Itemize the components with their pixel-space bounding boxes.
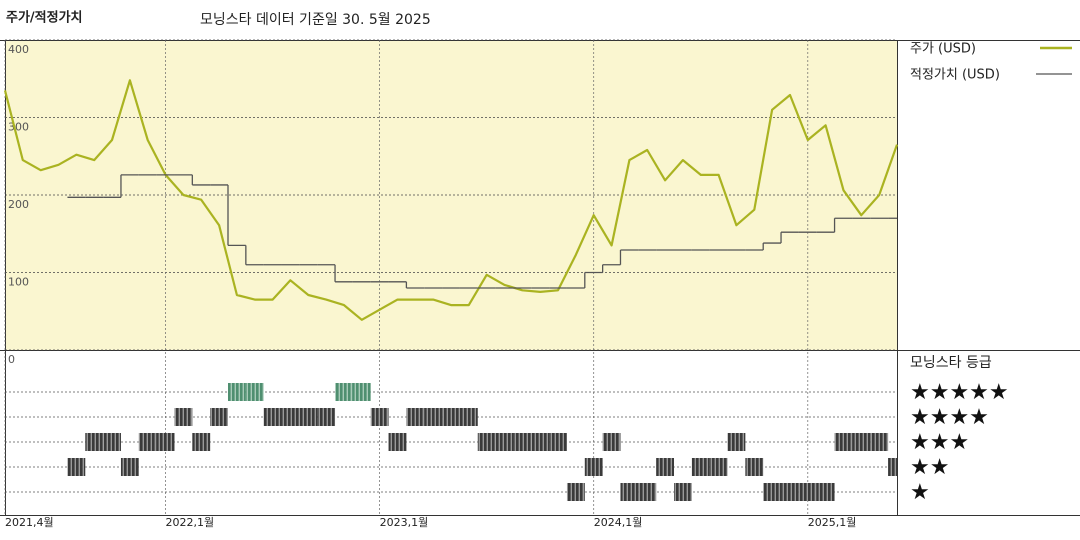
x-tick-label: 2022,1월	[166, 516, 215, 529]
y-tick-label: 0	[8, 353, 15, 366]
rating-bar	[549, 433, 567, 451]
rating-bar	[513, 433, 532, 451]
rating-bar	[888, 458, 897, 476]
rating-bar	[210, 408, 228, 426]
rating-title: 모닝스타 등급	[910, 355, 992, 371]
rating-level-label: ★★	[910, 455, 949, 480]
rating-bar	[495, 433, 514, 451]
rating-bar	[852, 433, 871, 451]
legend-label: 적정가치 (USD)	[910, 68, 1000, 83]
frame	[0, 40, 1080, 516]
rating-bar	[781, 483, 799, 501]
chart-title: 주가/적정가치	[6, 10, 83, 26]
rating-bar	[709, 458, 728, 476]
rating-bar	[424, 408, 443, 426]
y-tick-label: 200	[8, 198, 29, 211]
rating-bar	[174, 408, 193, 426]
rating-bar	[85, 433, 104, 451]
rating-bar	[67, 458, 86, 476]
y-tick-label: 300	[8, 121, 29, 134]
rating-bar	[674, 483, 692, 501]
rating-bar	[798, 483, 817, 501]
y-tick-label: 100	[8, 276, 29, 289]
rating-bar	[602, 433, 621, 451]
rating-bar	[763, 483, 782, 501]
rating-bar	[370, 408, 389, 426]
x-tick-label: 2023,1월	[380, 516, 429, 529]
price-line	[3, 79, 899, 321]
rating-bar	[281, 408, 300, 426]
rating-level-label: ★★★★	[910, 405, 989, 430]
rating-bar	[727, 433, 746, 451]
rating-bar	[156, 433, 175, 451]
rating-bar	[335, 383, 353, 401]
rating-bar	[816, 483, 835, 501]
rating-bar	[442, 408, 460, 426]
rating-bar	[228, 383, 246, 401]
chart-subtitle: 모닝스타 데이터 기준일 30. 5월 2025	[200, 12, 431, 28]
rating-bar	[620, 483, 639, 501]
rating-bar	[299, 408, 318, 426]
rating-level-label: ★	[910, 480, 930, 505]
rating-bar	[870, 433, 889, 451]
rating-bar	[656, 458, 674, 476]
rating-bar	[317, 408, 336, 426]
rating-bar	[459, 408, 478, 426]
rating-bar	[584, 458, 603, 476]
rating-bar	[566, 483, 585, 501]
rating-bar	[531, 433, 550, 451]
x-tick-label: 2025,1월	[808, 516, 857, 529]
rating-bar	[388, 433, 407, 451]
rating-bar	[477, 433, 496, 451]
rating-bar	[691, 458, 710, 476]
rating-bar	[406, 408, 425, 426]
rating-bar	[352, 383, 371, 401]
legend-label: 주가 (USD)	[910, 42, 976, 57]
rating-level-label: ★★★	[910, 430, 969, 455]
rating-bar	[138, 433, 157, 451]
x-tick-label: 2024,1월	[594, 516, 643, 529]
y-tick-label: 400	[8, 43, 29, 56]
x-tick-label: 2021,4월	[5, 516, 54, 529]
rating-bar	[745, 458, 764, 476]
rating-bar	[120, 458, 139, 476]
rating-bar	[263, 408, 282, 426]
rating-bar	[245, 383, 264, 401]
rating-bar	[834, 433, 853, 451]
rating-level-label: ★★★★★	[910, 380, 1009, 405]
rating-bar	[192, 433, 211, 451]
rating-bar	[103, 433, 121, 451]
rating-bar	[638, 483, 657, 501]
